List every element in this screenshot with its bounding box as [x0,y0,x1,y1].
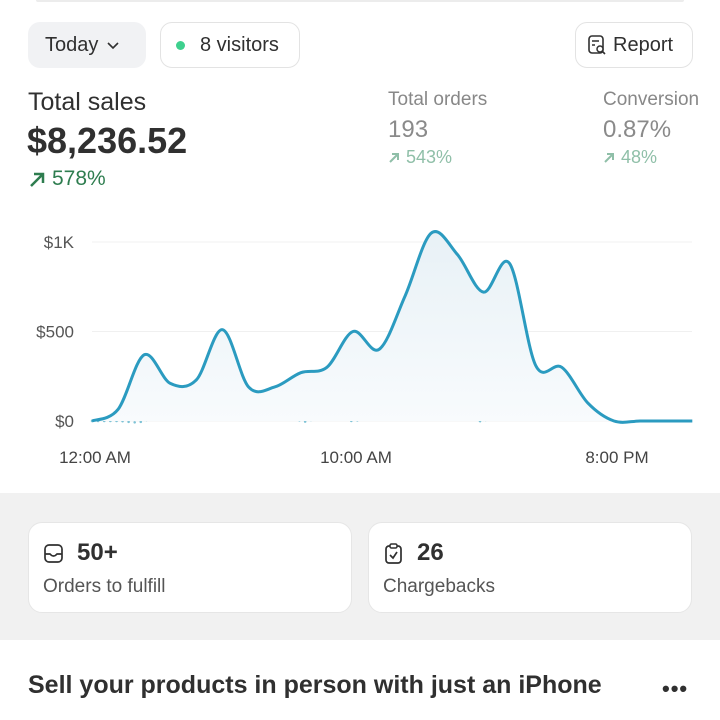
arrow-up-right-icon [389,152,399,163]
conversion-delta: 48% [621,147,658,167]
x-tick-label: 12:00 AM [59,448,131,467]
report-label: Report [613,33,674,56]
report-search-icon [588,35,606,55]
y-tick-label: $1K [44,233,75,252]
clipboard-check-icon [385,543,402,564]
total-orders-delta: 543% [406,147,453,167]
total-orders-label: Total orders [388,89,488,110]
live-dot-icon [176,40,185,50]
live-visitors-button[interactable]: 8 visitors [160,22,300,68]
chevron-down-icon [107,42,119,50]
chargebacks-label: Chargebacks [383,576,495,597]
period-selector[interactable]: Today [28,22,146,68]
more-horizontal-icon[interactable]: ••• [662,676,689,701]
x-tick-label: 8:00 PM [585,448,648,467]
y-tick-label: $500 [36,323,74,342]
conversion-value: 0.87% [603,116,672,143]
orders-label: Orders to fulfill [43,576,166,597]
chargebacks-card[interactable]: 26 Chargebacks [368,522,692,613]
sales-chart[interactable]: $0 $500 $1K 12:00 AM 10:00 AM 8:00 PM [0,0,720,480]
arrow-up-right-icon [604,152,614,163]
period-label: Today [45,33,99,56]
report-button[interactable]: Report [575,22,693,68]
arrow-up-right-icon [30,172,45,187]
total-sales-value: $8,236.52 [27,120,188,161]
total-sales-label: Total sales [28,88,147,116]
total-orders-value: 193 [388,116,429,143]
previous-card-edge [36,0,684,2]
visitors-label: 8 visitors [200,33,279,56]
total-sales-delta: 578% [52,167,106,190]
orders-count: 50+ [77,539,118,566]
inbox-icon [44,544,63,563]
chargebacks-count: 26 [417,539,444,566]
orders-to-fulfill-card[interactable]: 50+ Orders to fulfill [28,522,352,613]
conversion-label: Conversion [603,89,700,110]
promo-title: Sell your products in person with just a… [28,671,602,699]
x-tick-label: 10:00 AM [320,448,392,467]
y-tick-label: $0 [55,412,74,431]
